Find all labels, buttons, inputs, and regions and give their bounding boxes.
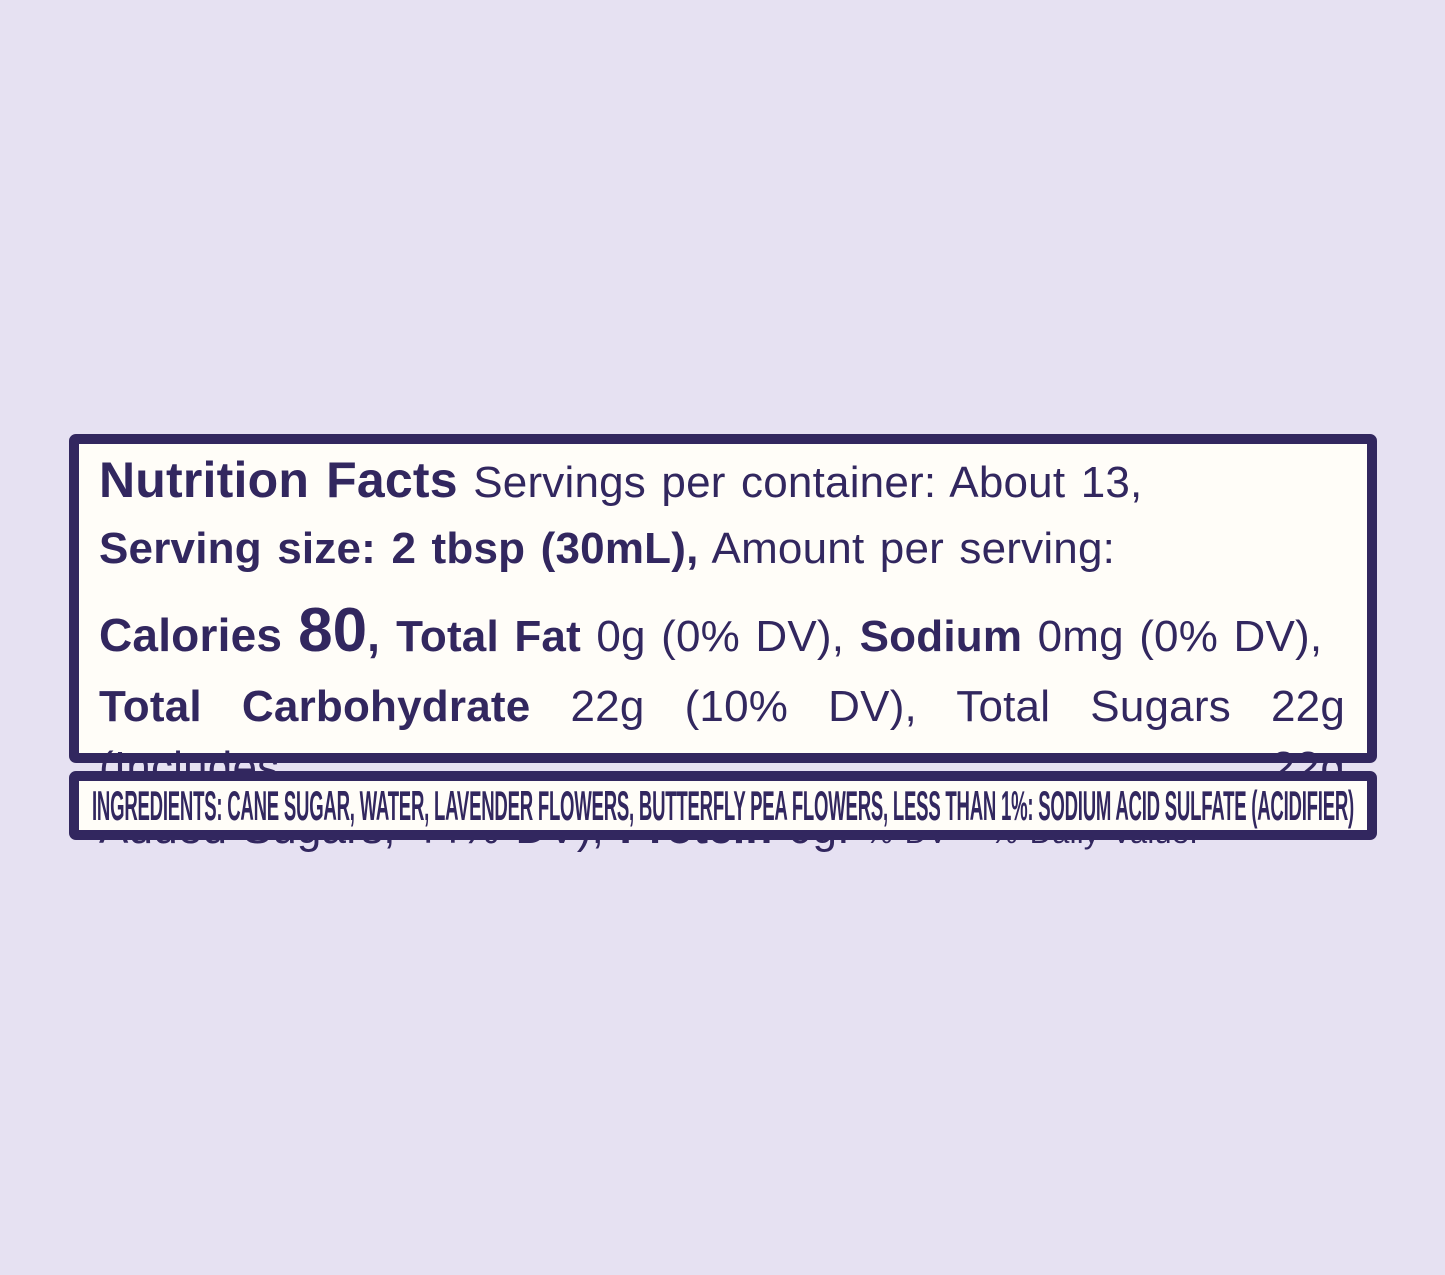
nutrition-title: Nutrition Facts [99, 452, 458, 508]
serving-size: Serving size: 2 tbsp (30mL), [99, 524, 699, 573]
sodium-label: Sodium [859, 612, 1023, 661]
calories-line: Calories 80, Total Fat 0g (0% DV), Sodiu… [99, 597, 1345, 681]
calories-label: Calories [99, 609, 299, 661]
ingredients-panel: INGREDIENTS: CANE SUGAR, WATER, LAVENDER… [69, 771, 1377, 840]
total-fat-label: Total Fat [396, 612, 581, 661]
total-fat-value: 0g (0% DV), [580, 612, 860, 661]
sodium-value: 0mg (0% DV), [1022, 612, 1323, 661]
calories-separator: , [367, 609, 397, 661]
amount-per-serving: Amount per serving: [698, 524, 1116, 573]
nutrition-facts-panel: Nutrition Facts Servings per container: … [69, 434, 1377, 853]
serving-size-line: Serving size: 2 tbsp (30mL), Amount per … [99, 521, 1345, 587]
calories-value: 80 [298, 596, 368, 665]
servings-per-container: Servings per container: About 13, [457, 458, 1143, 507]
carbohydrate-label: Total Carbohydrate [99, 682, 531, 731]
header-line: Nutrition Facts Servings per container: … [99, 452, 1345, 521]
ingredients-text: INGREDIENTS: CANE SUGAR, WATER, LAVENDER… [92, 781, 1354, 829]
